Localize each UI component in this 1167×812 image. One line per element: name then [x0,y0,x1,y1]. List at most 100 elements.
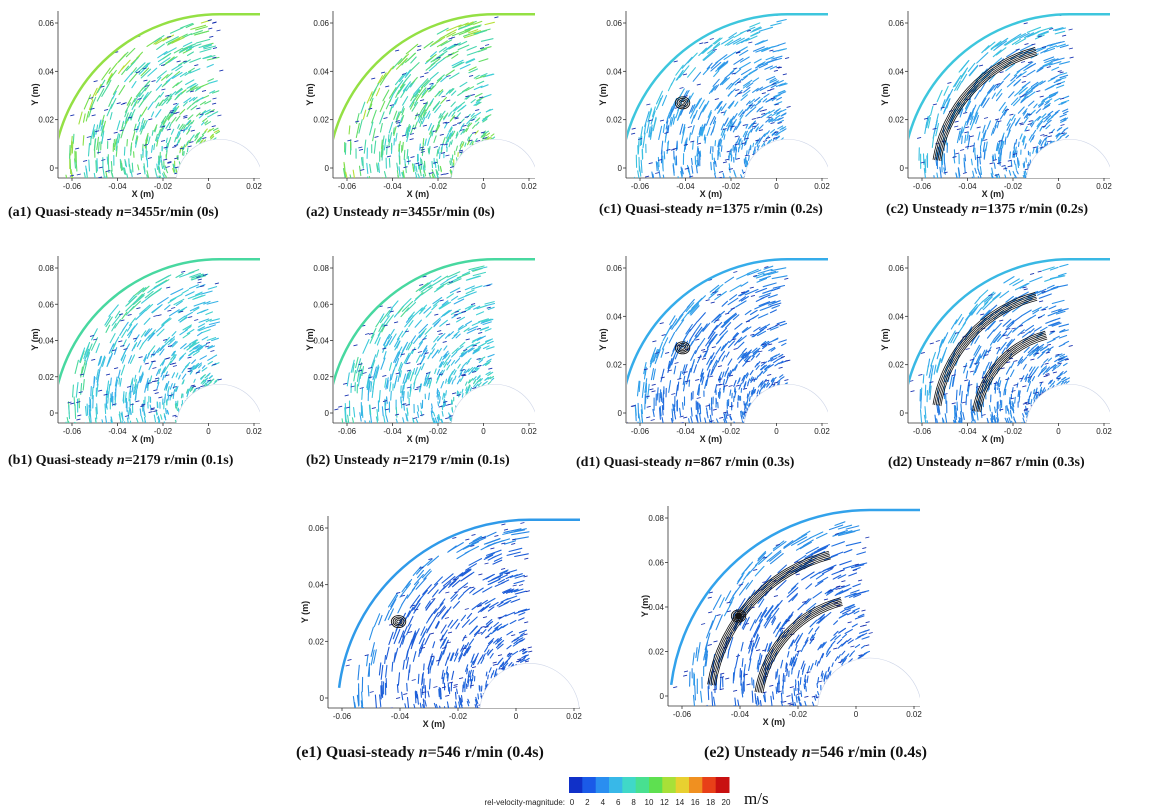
y-axis-label: Y (m) [305,83,315,105]
x-tick-label: -0.06 [631,182,650,191]
y-tick-label: 0.02 [888,116,904,125]
x-tick-label: 0.02 [566,712,582,721]
x-tick-label: 0 [774,182,779,191]
colorbar-tick: 6 [616,798,621,807]
y-tick-label: 0.04 [606,312,622,321]
x-axis-label: X (m) [407,434,430,444]
x-tick-label: -0.02 [429,427,448,436]
x-axis-label: X (m) [700,434,723,444]
y-tick-label: 0 [618,409,623,418]
outer-boundary [622,259,828,405]
y-tick-label: 0.06 [606,264,622,273]
y-axis-label: Y (m) [598,83,608,105]
hub [176,139,263,181]
x-tick-label: 0 [854,710,859,719]
x-tick-label: -0.04 [958,182,977,191]
colorbar-swatch [702,777,716,793]
x-axis-label: X (m) [132,189,155,199]
y-tick-label: 0 [660,692,665,701]
colorbar-tick: 10 [645,798,654,807]
y-axis-label: Y (m) [640,595,650,617]
colorbar-swatch [569,777,583,793]
y-axis-label: Y (m) [300,601,310,623]
x-tick-label: -0.06 [913,427,932,436]
y-tick-label: 0.06 [648,559,664,568]
x-tick-label: -0.04 [731,710,750,719]
x-tick-label: 0 [481,182,486,191]
y-tick-label: 0 [900,409,905,418]
y-tick-label: 0 [320,694,325,703]
y-tick-label: 0.02 [648,648,664,657]
streamline-field [671,510,921,721]
caption-e2: (e2) Unsteady n=546 r/min (0.4s) [704,744,927,762]
colorbar-tick: 20 [722,798,731,807]
colorbar-swatch [689,777,703,793]
x-tick-label: -0.02 [789,710,808,719]
colorbar-swatch [582,777,596,793]
streamline-field [904,259,1113,437]
x-axis-label: X (m) [423,719,446,729]
colorbar-swatch [676,777,690,793]
x-tick-label: 0.02 [521,182,537,191]
hub [818,658,922,710]
caption-a2: (a2) Unsteady n=3455r/min (0s) [306,205,495,221]
x-tick-label: -0.04 [383,427,402,436]
x-tick-label: -0.02 [449,712,468,721]
y-tick-label: 0.06 [308,524,324,533]
y-axis-label: Y (m) [30,83,40,105]
x-tick-label: -0.02 [1004,182,1023,191]
y-tick-label: 0 [325,164,330,173]
y-tick-label: 0.02 [888,361,904,370]
x-tick-label: -0.04 [676,182,695,191]
y-tick-label: 0.04 [606,67,622,76]
streamline-field [329,14,538,187]
y-tick-label: 0.04 [313,337,329,346]
colorbar-tick: 2 [585,798,590,807]
x-tick-label: -0.04 [958,427,977,436]
x-tick-label: -0.02 [154,182,173,191]
colorbar-tick: 4 [601,798,606,807]
x-tick-label: 0.02 [1096,182,1112,191]
y-tick-label: 0.02 [38,116,54,125]
x-tick-label: 0.02 [521,427,537,436]
x-tick-label: 0 [774,427,779,436]
y-tick-label: 0.04 [888,312,904,321]
hub [1026,139,1113,181]
x-tick-label: -0.02 [1004,427,1023,436]
x-tick-label: -0.04 [391,712,410,721]
y-tick-label: 0.06 [38,19,54,28]
colorbar-swatch [662,777,676,793]
y-tick-label: 0.02 [313,116,329,125]
x-tick-label: 0.02 [246,182,262,191]
vortex-core [736,613,742,619]
y-axis-label: Y (m) [880,83,890,105]
y-tick-label: 0 [50,164,55,173]
caption-a1: (a1) Quasi-steady n=3455r/min (0s) [8,205,219,221]
y-axis-label: Y (m) [305,328,315,350]
y-tick-label: 0.02 [606,361,622,370]
streamline-field [622,14,831,193]
x-tick-label: -0.02 [154,427,173,436]
streamline-field [54,259,263,438]
y-axis-label: Y (m) [598,328,608,350]
y-tick-label: 0.04 [38,67,54,76]
x-tick-label: -0.04 [108,182,127,191]
colorbar-tick: 0 [570,798,575,807]
y-tick-label: 0.02 [313,373,329,382]
x-tick-label: 0.02 [814,427,830,436]
caption-d1: (d1) Quasi-steady n=867 r/min (0.3s) [576,455,794,471]
x-tick-label: 0 [206,427,211,436]
colorbar-swatch [649,777,663,793]
hub [451,384,538,426]
caption-c1: (c1) Quasi-steady n=1375 r/min (0.2s) [599,202,823,218]
x-tick-label: 0.02 [246,427,262,436]
x-tick-label: -0.06 [333,712,352,721]
y-tick-label: 0.04 [38,337,54,346]
